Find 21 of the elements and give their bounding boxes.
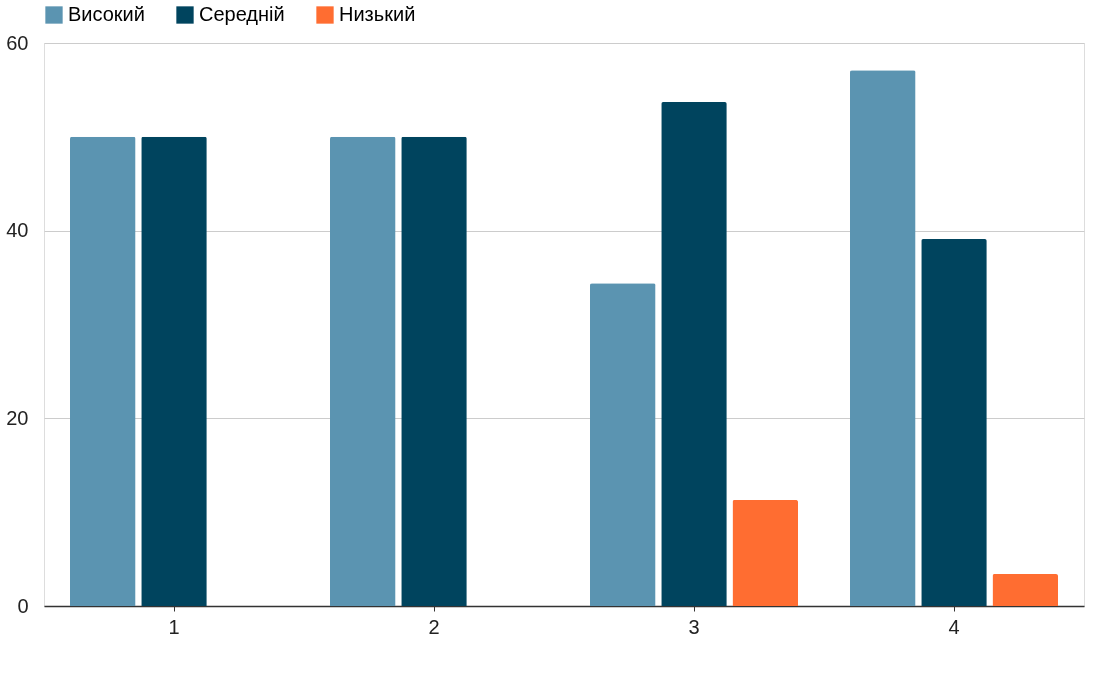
bar <box>590 283 656 606</box>
legend-label: Високий <box>68 3 145 25</box>
bar <box>330 136 396 606</box>
legend-label: Середній <box>199 3 285 25</box>
bar <box>661 102 727 606</box>
y-tick-label: 60 <box>6 31 29 54</box>
bar <box>401 136 467 606</box>
x-tick-label: 2 <box>428 615 440 638</box>
bar <box>850 70 916 606</box>
bar <box>141 136 207 606</box>
x-tick-label: 4 <box>948 615 960 638</box>
x-tick-label: 1 <box>168 615 180 638</box>
y-tick-label: 20 <box>6 406 29 429</box>
y-tick-label: 40 <box>6 219 29 242</box>
x-tick-label: 3 <box>688 615 700 638</box>
bar <box>732 499 798 606</box>
legend-label: Низький <box>339 3 416 25</box>
bar <box>992 574 1058 606</box>
y-tick-label: 0 <box>17 594 29 617</box>
bar <box>921 239 987 606</box>
bar <box>70 136 136 606</box>
